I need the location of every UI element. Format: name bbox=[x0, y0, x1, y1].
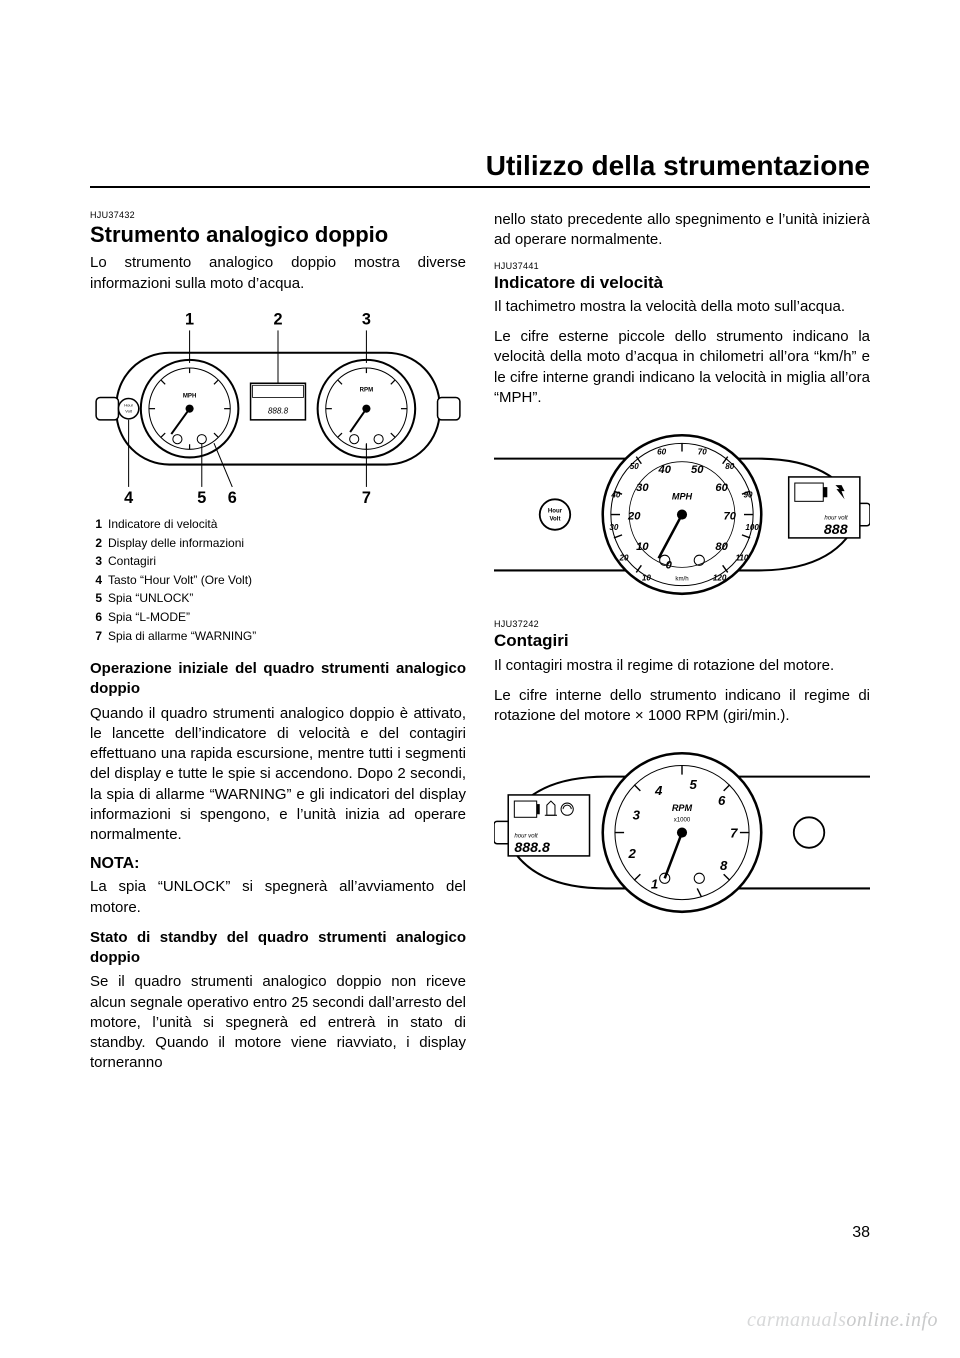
section-heading: Strumento analogico doppio bbox=[90, 222, 466, 247]
svg-text:20: 20 bbox=[627, 511, 641, 523]
svg-text:MPH: MPH bbox=[672, 491, 693, 501]
legend-item: 3Contagiri bbox=[90, 552, 466, 571]
callout-5: 5 bbox=[197, 489, 206, 507]
svg-text:80: 80 bbox=[725, 462, 735, 471]
svg-text:20: 20 bbox=[619, 553, 630, 562]
svg-text:30: 30 bbox=[609, 523, 619, 532]
svg-text:40: 40 bbox=[658, 464, 672, 476]
svg-text:MPH: MPH bbox=[183, 392, 197, 399]
svg-text:90: 90 bbox=[744, 490, 754, 499]
svg-text:30: 30 bbox=[636, 482, 649, 494]
paragraph: Le cifre interne dello strumento indican… bbox=[494, 686, 870, 727]
svg-text:888.8: 888.8 bbox=[268, 407, 289, 416]
subsection-title: Stato di standby del quadro strumenti an… bbox=[90, 928, 466, 969]
two-column-layout: HJU37432 Strumento analogico doppio Lo s… bbox=[90, 210, 870, 1074]
dual-gauge-illustration: MPH RPM bbox=[90, 304, 466, 507]
svg-text:hour volt: hour volt bbox=[514, 833, 538, 840]
callout-2: 2 bbox=[273, 310, 282, 328]
svg-text:5: 5 bbox=[690, 777, 698, 792]
speedometer-illustration: 1020 3040 5060 7080 90100 110120 010 203… bbox=[494, 418, 870, 611]
legend-item: 4Tasto “Hour Volt” (Ore Volt) bbox=[90, 571, 466, 590]
svg-text:6: 6 bbox=[718, 793, 726, 808]
svg-text:Volt: Volt bbox=[125, 409, 133, 414]
figure-legend: 1Indicatore di velocità 2Display delle i… bbox=[90, 515, 466, 645]
legend-item: 6Spia “L-MODE” bbox=[90, 608, 466, 627]
svg-text:Hour: Hour bbox=[548, 508, 563, 515]
left-column: HJU37432 Strumento analogico doppio Lo s… bbox=[90, 210, 466, 1074]
figure-dual-gauge: MPH RPM bbox=[90, 304, 466, 507]
svg-text:70: 70 bbox=[724, 511, 737, 523]
svg-text:50: 50 bbox=[691, 464, 704, 476]
svg-text:3: 3 bbox=[633, 808, 641, 823]
note-label: NOTA: bbox=[90, 855, 466, 873]
svg-text:50: 50 bbox=[630, 462, 640, 471]
svg-text:80: 80 bbox=[715, 541, 728, 553]
paragraph: Lo strumento analogico doppio mostra div… bbox=[90, 253, 466, 294]
callout-6: 6 bbox=[228, 489, 237, 507]
paragraph: nello stato precedente allo spegnimento … bbox=[494, 210, 870, 251]
ref-code: HJU37441 bbox=[494, 261, 870, 271]
callout-4: 4 bbox=[124, 489, 133, 507]
svg-text:2: 2 bbox=[628, 846, 637, 861]
svg-text:hour volt: hour volt bbox=[824, 515, 848, 522]
legend-item: 7Spia di allarme “WARNING” bbox=[90, 627, 466, 646]
svg-text:70: 70 bbox=[698, 448, 708, 457]
note-body: La spia “UNLOCK” si spegnerà all’avviame… bbox=[90, 877, 466, 918]
svg-text:40: 40 bbox=[610, 490, 621, 499]
svg-text:km/h: km/h bbox=[675, 576, 688, 583]
paragraph: Le cifre esterne piccole dello strumento… bbox=[494, 327, 870, 408]
svg-text:10: 10 bbox=[636, 541, 649, 553]
subsection-heading: Contagiri bbox=[494, 631, 870, 651]
watermark: carmanualsonline.info bbox=[747, 1309, 938, 1332]
subsection-title: Operazione iniziale del quadro strumenti… bbox=[90, 659, 466, 700]
svg-text:Hour: Hour bbox=[124, 402, 133, 407]
page-number: 38 bbox=[852, 1224, 870, 1242]
svg-text:60: 60 bbox=[657, 448, 667, 457]
paragraph: Il tachimetro mostra la velocità della m… bbox=[494, 297, 870, 317]
svg-text:7: 7 bbox=[730, 826, 738, 841]
callout-1: 1 bbox=[185, 310, 194, 328]
svg-text:RPM: RPM bbox=[360, 386, 374, 393]
svg-text:8: 8 bbox=[720, 858, 728, 873]
callout-3: 3 bbox=[362, 310, 371, 328]
svg-text:4: 4 bbox=[654, 783, 663, 798]
svg-text:RPM: RPM bbox=[672, 804, 693, 814]
paragraph: Il contagiri mostra il regime di rotazio… bbox=[494, 656, 870, 676]
svg-text:x1000: x1000 bbox=[674, 817, 691, 824]
paragraph: Se il quadro strumenti analogico doppio … bbox=[90, 972, 466, 1073]
svg-text:100: 100 bbox=[745, 523, 759, 532]
svg-text:60: 60 bbox=[715, 482, 728, 494]
tachometer-illustration: 1 2 34 5 6 7 8 RPM x1000 bbox=[494, 736, 870, 929]
legend-item: 1Indicatore di velocità bbox=[90, 515, 466, 534]
ref-code: HJU37242 bbox=[494, 619, 870, 629]
svg-text:888: 888 bbox=[824, 522, 848, 538]
svg-text:110: 110 bbox=[735, 553, 748, 562]
svg-text:888.8: 888.8 bbox=[514, 840, 550, 856]
legend-item: 2Display delle informazioni bbox=[90, 534, 466, 553]
chapter-title: Utilizzo della strumentazione bbox=[90, 150, 870, 188]
svg-text:10: 10 bbox=[642, 574, 652, 583]
paragraph: Quando il quadro strumenti analogico dop… bbox=[90, 704, 466, 846]
legend-item: 5Spia “UNLOCK” bbox=[90, 589, 466, 608]
svg-text:120: 120 bbox=[713, 574, 727, 583]
svg-text:1: 1 bbox=[651, 877, 658, 892]
svg-text:Volt: Volt bbox=[549, 516, 560, 523]
subsection-heading: Indicatore di velocità bbox=[494, 273, 870, 293]
ref-code: HJU37432 bbox=[90, 210, 466, 220]
right-column: nello stato precedente allo spegnimento … bbox=[494, 210, 870, 1074]
figure-tachometer: 1 2 34 5 6 7 8 RPM x1000 bbox=[494, 736, 870, 929]
figure-speedometer: 1020 3040 5060 7080 90100 110120 010 203… bbox=[494, 418, 870, 611]
callout-7: 7 bbox=[362, 489, 371, 507]
